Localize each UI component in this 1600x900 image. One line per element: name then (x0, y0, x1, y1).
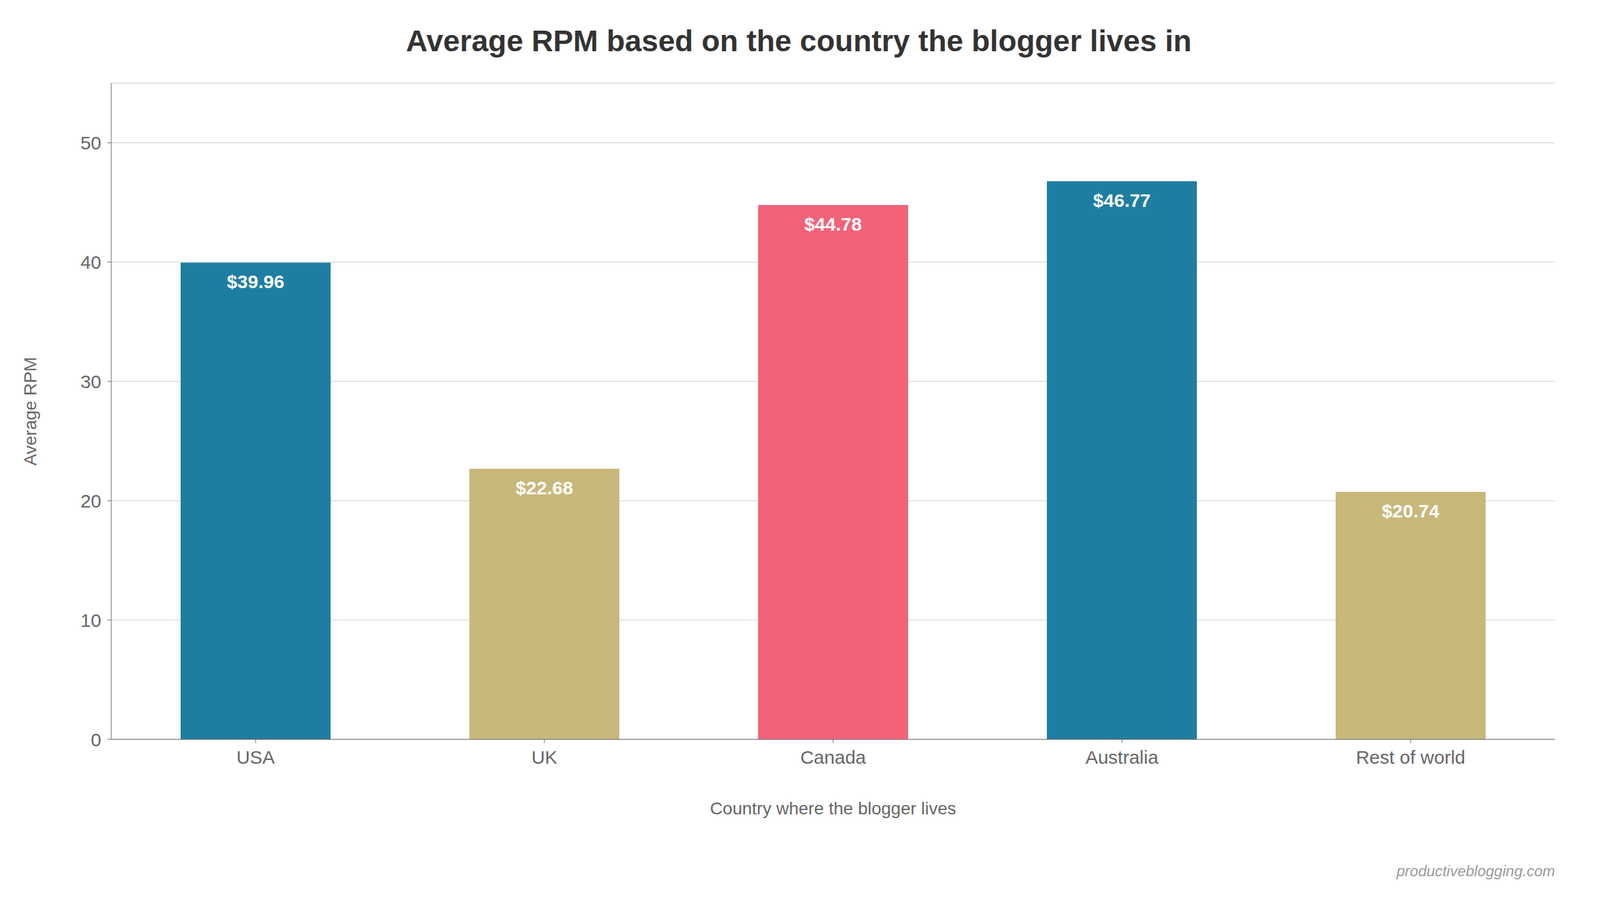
svg-text:20: 20 (80, 490, 102, 512)
svg-text:Country where the blogger live: Country where the blogger lives (710, 798, 957, 819)
svg-text:Canada: Canada (800, 746, 866, 768)
svg-text:50: 50 (80, 132, 102, 154)
html-text:productiveblogging.com: productiveblogging.com (1396, 862, 1555, 880)
svg-text:Average RPM: Average RPM (20, 356, 40, 466)
svg-text:$39.96: $39.96 (226, 271, 285, 292)
svg-text:$44.78: $44.78 (804, 213, 862, 235)
svg-text:Australia: Australia (1085, 746, 1159, 768)
svg-text:USA: USA (236, 746, 275, 768)
svg-text:UK: UK (531, 746, 558, 768)
svg-text:0: 0 (90, 729, 102, 750)
svg-text:$20.74: $20.74 (1381, 500, 1440, 522)
svg-text:Rest of world: Rest of world (1355, 746, 1465, 768)
svg-text:$22.68: $22.68 (515, 477, 574, 499)
svg-text:10: 10 (80, 610, 102, 631)
html-text:Average RPM based on the count: Average RPM based on the country the blo… (405, 24, 1192, 58)
svg-text:$46.77: $46.77 (1093, 190, 1151, 211)
svg-text:30: 30 (80, 371, 102, 392)
svg-text:40: 40 (80, 251, 102, 273)
